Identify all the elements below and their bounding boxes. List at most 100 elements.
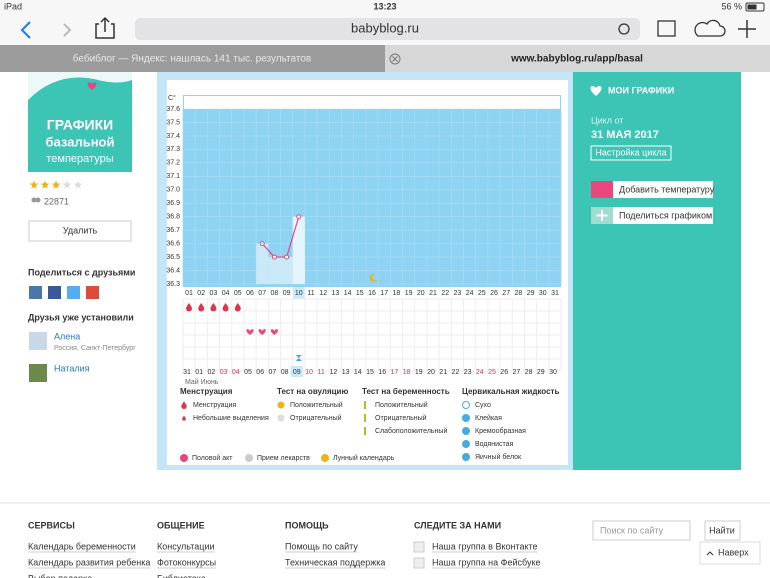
y-tick-label: 37.1 xyxy=(166,173,180,180)
x-tick-label: 24 xyxy=(466,290,474,297)
legend-item: Менструация xyxy=(193,402,236,409)
footer-link[interactable]: Фотоконкурсы xyxy=(157,557,216,567)
x-tick-label: 09 xyxy=(283,290,291,297)
cycle-button-label: Настройка цикла xyxy=(595,147,666,157)
y-tick-label: 36.7 xyxy=(166,227,180,234)
legend-item: Небольшие выделения xyxy=(193,414,269,422)
legend-item: Водянистая xyxy=(475,441,514,448)
forward-button[interactable] xyxy=(63,23,72,37)
heart-icon xyxy=(258,329,266,335)
search-button-label: Найти xyxy=(709,525,735,535)
date-label: 08 xyxy=(281,369,289,376)
date-label: 25 xyxy=(488,369,496,376)
temp-column xyxy=(280,257,293,284)
legend-icon xyxy=(462,414,470,422)
gplus-icon[interactable] xyxy=(86,286,99,299)
y-tick-label: 37.2 xyxy=(166,160,180,167)
temp-point xyxy=(271,254,277,260)
cloud-tabs[interactable] xyxy=(694,19,726,37)
close-tab-x xyxy=(392,56,398,62)
x-tick-label: 26 xyxy=(490,290,498,297)
x-tick-label: 07 xyxy=(258,290,266,297)
url: babyblog.ru xyxy=(351,20,419,35)
legend-icon xyxy=(245,454,253,462)
twitter-icon[interactable] xyxy=(67,286,80,299)
add-temp-button[interactable] xyxy=(591,181,713,198)
x-tick-label: 11 xyxy=(307,290,314,297)
y-tick-label: 37.0 xyxy=(166,187,180,194)
star xyxy=(51,180,61,189)
footer-link[interactable]: Наша группа в Вконтакте xyxy=(432,541,538,551)
footer-link[interactable]: Наша группа на Фейсбуке xyxy=(432,557,541,567)
tab[interactable] xyxy=(0,45,385,72)
tab-title: www.babyblog.ru/app/basal xyxy=(510,54,643,65)
plus xyxy=(596,210,608,221)
temp-column xyxy=(256,243,269,284)
share-chart-button[interactable] xyxy=(591,207,713,224)
x-tick-label: 08 xyxy=(271,290,279,297)
date-label: 05 xyxy=(244,369,252,376)
friend-name[interactable]: Алена xyxy=(54,331,80,341)
friend-location: Россия, Санкт-Петербург xyxy=(54,344,136,352)
new-tab[interactable] xyxy=(738,20,756,38)
date-label: 15 xyxy=(366,369,374,376)
date-label: 21 xyxy=(439,369,447,376)
x-tick-label: 15 xyxy=(356,290,364,297)
share-button[interactable] xyxy=(95,16,115,39)
footer-link[interactable]: Библиотека xyxy=(157,573,206,578)
cycle-button[interactable] xyxy=(590,145,672,161)
x-tick-label: 23 xyxy=(454,290,462,297)
footer-title: СЛЕДИТЕ ЗА НАМИ xyxy=(414,520,501,530)
cycle-date: 31 МАЯ 2017 xyxy=(591,129,659,141)
date-label: 23 xyxy=(464,369,472,376)
close-tab[interactable] xyxy=(389,53,401,65)
date-label: 06 xyxy=(256,369,264,376)
search-input[interactable] xyxy=(592,520,691,541)
date-label: 13 xyxy=(342,369,350,376)
temp-column xyxy=(268,257,281,284)
legend-item: Половой акт xyxy=(192,454,233,462)
x-tick-label: 30 xyxy=(539,290,547,297)
x-tick-label: 20 xyxy=(417,290,425,297)
footer-link[interactable]: Выбор подарка xyxy=(28,573,92,578)
date-label: 02 xyxy=(208,369,216,376)
drop-icon xyxy=(198,303,205,312)
delete-button[interactable] xyxy=(28,220,132,242)
x-tick-label: 10 xyxy=(295,290,303,297)
social-icon xyxy=(413,541,425,553)
footer-link[interactable]: Консультации xyxy=(157,541,215,551)
fb-icon[interactable] xyxy=(48,286,61,299)
users-icon xyxy=(31,197,37,203)
share-title: Поделиться с друзьями xyxy=(28,267,135,277)
legend-item: Положительный xyxy=(375,401,428,409)
legend-icon xyxy=(277,401,285,409)
date-label: 22 xyxy=(452,369,460,376)
legend-item: Слабоположительный xyxy=(375,427,447,435)
top-button[interactable] xyxy=(699,541,761,565)
bookmarks-button[interactable] xyxy=(657,20,676,37)
footer-link[interactable]: Календарь развития ребенка xyxy=(28,557,150,567)
footer-link[interactable]: Техническая поддержка xyxy=(285,557,385,567)
legend-icon xyxy=(462,440,470,448)
friends-title: Друзья уже установили xyxy=(28,312,134,322)
friend-name[interactable]: Наталия xyxy=(54,363,90,373)
y-tick-label: 37.5 xyxy=(166,119,180,126)
back-button[interactable] xyxy=(20,21,31,39)
reload-button[interactable] xyxy=(618,23,630,35)
footer-link[interactable]: Помощь по сайту xyxy=(285,541,358,551)
search-button[interactable] xyxy=(704,520,741,541)
active-tab[interactable] xyxy=(385,45,770,72)
legend-item: Лунный календарь xyxy=(333,454,395,462)
legend-icon xyxy=(364,414,366,422)
y-tick-label: 37.6 xyxy=(166,106,180,113)
star xyxy=(62,180,72,189)
footer-link[interactable]: Календарь беременности xyxy=(28,541,136,551)
date-label: 11 xyxy=(318,369,325,376)
x-tick-label: 06 xyxy=(246,290,254,297)
moon-icon xyxy=(369,273,377,282)
address-bar[interactable] xyxy=(135,18,640,40)
date-label: 27 xyxy=(513,369,521,376)
vk-icon[interactable] xyxy=(29,286,42,299)
date-label: 31 xyxy=(183,369,191,376)
